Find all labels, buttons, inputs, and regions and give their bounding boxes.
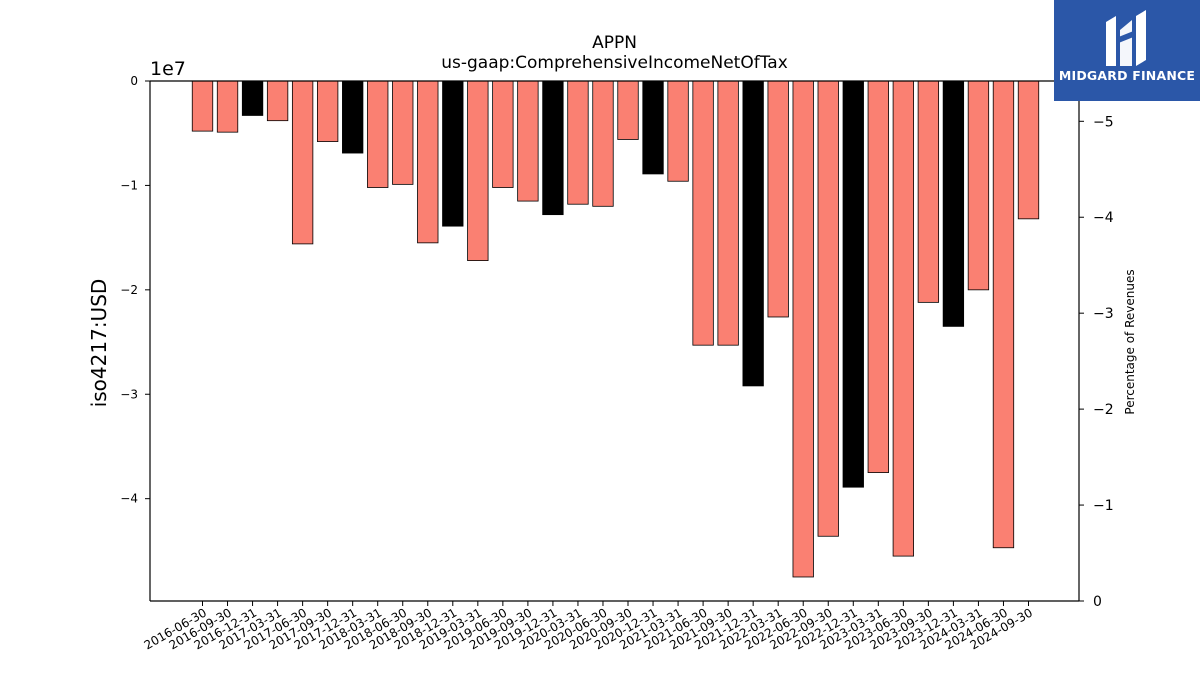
y-axis-label: iso4217:USD	[87, 279, 111, 408]
brand-logo-text: MIDGARD FINANCE	[1058, 68, 1196, 83]
y-tick-label: −4	[120, 492, 138, 506]
bar-2022-03-31	[767, 80, 789, 318]
y-tick-label: −2	[120, 283, 138, 297]
bar-2023-06-30	[892, 80, 914, 557]
bar-2016-12-31	[241, 80, 264, 116]
y2-tick-label: −5	[1093, 114, 1114, 130]
bar-2016-09-30	[216, 80, 239, 133]
bar-2018-12-31	[442, 80, 464, 227]
y-tick-label: −3	[120, 387, 138, 401]
bar-2020-12-31	[642, 80, 664, 175]
secondary-y-axis-label: Percentage of Revenues	[1123, 269, 1137, 414]
axes-frame	[149, 80, 1080, 602]
bar-2018-06-30	[392, 80, 414, 185]
bar-2021-06-30	[692, 80, 714, 346]
y2-tick-label: −4	[1093, 210, 1114, 226]
bar-2023-12-31	[942, 80, 965, 327]
bar-2017-03-31	[266, 80, 289, 122]
bar-2022-06-30	[792, 80, 814, 578]
bar-2020-03-31	[567, 80, 589, 205]
bar-2019-03-31	[467, 80, 489, 262]
bar-2019-09-30	[517, 80, 539, 202]
bar-2023-03-31	[867, 80, 889, 473]
x-axis-ticks: 2016-06-302016-09-302016-12-312017-03-31…	[142, 601, 1035, 652]
bar-2019-12-31	[542, 80, 564, 216]
bar-2024-09-30	[1017, 80, 1040, 220]
y2-tick-label: −3	[1093, 306, 1114, 322]
bar-2022-09-30	[817, 80, 839, 537]
midgard-logo-icon	[1106, 10, 1146, 66]
bar-2024-03-31	[967, 80, 990, 291]
bar-2016-06-30	[191, 80, 214, 132]
y-axis-ticks: 0 −1 −2 −3 −4	[120, 74, 150, 506]
bar-2017-09-30	[316, 80, 339, 142]
bar-2022-12-31	[842, 80, 864, 488]
y-tick-label: −1	[120, 178, 138, 192]
bar-2017-06-30	[291, 80, 314, 245]
bar-2020-06-30	[592, 80, 614, 207]
bar-2020-09-30	[617, 80, 639, 140]
y2-tick-label: 0	[1093, 594, 1102, 610]
bar-2021-03-31	[667, 80, 689, 182]
bar-2019-06-30	[492, 80, 514, 188]
secondary-y-axis-ticks: 0 −1 −2 −3 −4 −5	[1079, 114, 1114, 610]
bar-2023-09-30	[917, 80, 940, 303]
y-axis-offset-label: 1e7	[150, 58, 186, 80]
chart-subtitle: us-gaap:ComprehensiveIncomeNetOfTax	[441, 53, 788, 73]
bar-2018-03-31	[367, 80, 389, 188]
chart-title: APPN	[592, 33, 637, 53]
y2-tick-label: −2	[1093, 402, 1114, 418]
bar-2017-12-31	[342, 80, 364, 154]
bar-series	[191, 80, 1040, 578]
bar-2018-09-30	[417, 80, 439, 244]
bar-2021-09-30	[717, 80, 739, 346]
brand-logo: MIDGARD FINANCE	[1054, 0, 1200, 101]
y2-tick-label: −1	[1093, 498, 1114, 514]
bar-2021-12-31	[742, 80, 764, 387]
y-tick-label: 0	[130, 74, 138, 88]
bar-2024-06-30	[992, 80, 1015, 549]
